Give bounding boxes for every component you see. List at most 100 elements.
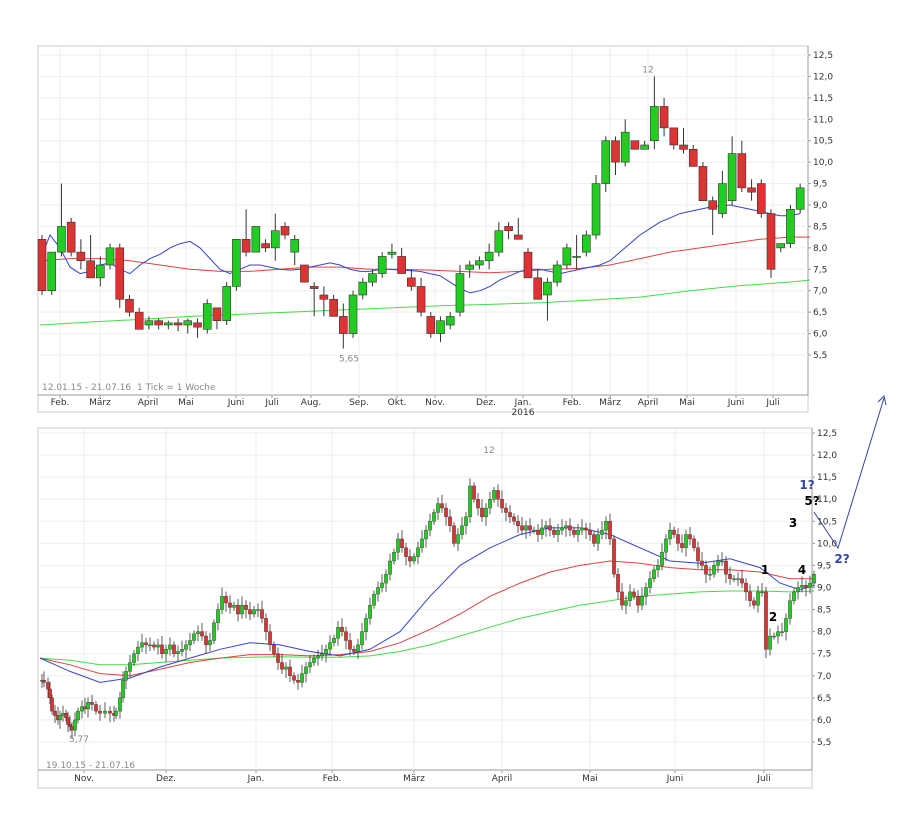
- candle-up: [600, 529, 604, 535]
- candle-up: [148, 644, 152, 647]
- candle-down: [440, 503, 444, 509]
- elliott-wave-projection: [813, 395, 887, 550]
- candle-up: [564, 525, 568, 529]
- candle-down: [408, 556, 412, 562]
- candle-down: [766, 213, 776, 270]
- moving-average-100-line: [39, 236, 810, 274]
- candle-down: [536, 529, 540, 535]
- candle-down: [108, 710, 112, 714]
- candle-down: [134, 311, 144, 330]
- candle-up: [460, 525, 464, 535]
- candle-up: [114, 710, 118, 716]
- candle-up: [252, 609, 256, 615]
- candle-up: [412, 556, 416, 562]
- candle-up: [760, 591, 764, 594]
- candle-up: [436, 503, 440, 513]
- candle-down: [397, 256, 406, 274]
- candle-up: [640, 144, 649, 150]
- candle-down: [48, 688, 52, 699]
- candle-up: [47, 251, 57, 292]
- candle-up: [57, 226, 66, 253]
- tick-interval-label: 1 Tick = 1 Woche: [137, 383, 216, 393]
- candle-down: [244, 604, 248, 610]
- candle-down: [744, 582, 748, 593]
- candle-up: [387, 251, 397, 255]
- candle-up: [118, 697, 122, 712]
- candle-up: [465, 264, 474, 270]
- y-tick-label: 9,0: [813, 201, 828, 211]
- wave-label-3: 3: [789, 516, 797, 530]
- candle-down: [632, 591, 636, 597]
- candle-down: [476, 499, 480, 509]
- candle-down: [144, 642, 148, 646]
- candle-down: [280, 662, 284, 670]
- candle-down: [448, 516, 452, 526]
- candle-up: [652, 569, 656, 579]
- x-tick-label: Juni: [227, 398, 245, 408]
- y-tick-label: 6,5: [813, 308, 827, 318]
- y-tick-label: 5,5: [813, 351, 827, 361]
- candle-up: [132, 653, 136, 663]
- y-tick-label: 9,0: [817, 584, 832, 594]
- candle-down: [692, 538, 696, 548]
- candle-up: [136, 646, 140, 654]
- candle-down: [669, 127, 679, 146]
- candle-down: [125, 298, 134, 313]
- y-tick-label: 12,0: [817, 451, 837, 461]
- y-tick-label: 10,5: [813, 137, 833, 147]
- y-tick-label: 11,5: [817, 473, 837, 483]
- x-tick-label: Jan.: [514, 398, 532, 408]
- x-tick-label: Nov.: [425, 398, 445, 408]
- candle-up: [596, 534, 600, 544]
- x-tick-label: März: [599, 398, 621, 408]
- candle-down: [152, 644, 156, 648]
- candle-up: [176, 651, 180, 654]
- y-tick-label: 11,5: [813, 94, 833, 104]
- candle-down: [680, 543, 684, 548]
- candle-down: [42, 680, 46, 683]
- candle-down: [172, 644, 176, 654]
- candle-down: [704, 565, 708, 575]
- candle-down: [752, 600, 756, 606]
- candle-up: [484, 251, 494, 262]
- candle-down: [50, 697, 54, 712]
- candle-down: [708, 200, 717, 210]
- candle-down: [37, 238, 47, 292]
- candle-up: [445, 316, 455, 326]
- candle-up: [494, 230, 504, 253]
- wave-label-1q: 1?: [799, 478, 814, 492]
- candle-down: [53, 710, 57, 716]
- candle-up: [372, 593, 376, 606]
- candle-up: [284, 666, 288, 670]
- candle-down: [200, 631, 204, 637]
- candle-up: [644, 587, 648, 597]
- candle-down: [352, 649, 356, 652]
- candle-up: [560, 527, 564, 531]
- candle-down: [676, 534, 680, 544]
- candle-up: [776, 243, 786, 249]
- x-tick-label: April: [638, 398, 659, 408]
- candle-up: [456, 534, 460, 544]
- candle-up: [320, 653, 324, 657]
- x-tick-label: Nov.: [74, 774, 94, 784]
- candle-down: [513, 234, 523, 240]
- candle-down: [472, 485, 476, 500]
- x-tick-label: Sep.: [349, 398, 369, 408]
- candle-up: [464, 516, 468, 526]
- candle-down: [173, 322, 183, 326]
- candle-up: [196, 631, 200, 635]
- candle-up: [396, 538, 400, 553]
- candle-up: [388, 560, 392, 575]
- candle-down: [504, 226, 513, 232]
- y-tick-label: 12,5: [813, 51, 833, 61]
- candle-up: [556, 529, 560, 535]
- candle-down: [426, 316, 436, 334]
- candle-up: [436, 320, 445, 334]
- candle-up: [308, 662, 312, 668]
- candle-up: [720, 560, 724, 563]
- candle-down: [348, 640, 352, 650]
- candle-up: [640, 596, 644, 606]
- candle-up: [128, 662, 132, 672]
- candle-up: [475, 260, 484, 266]
